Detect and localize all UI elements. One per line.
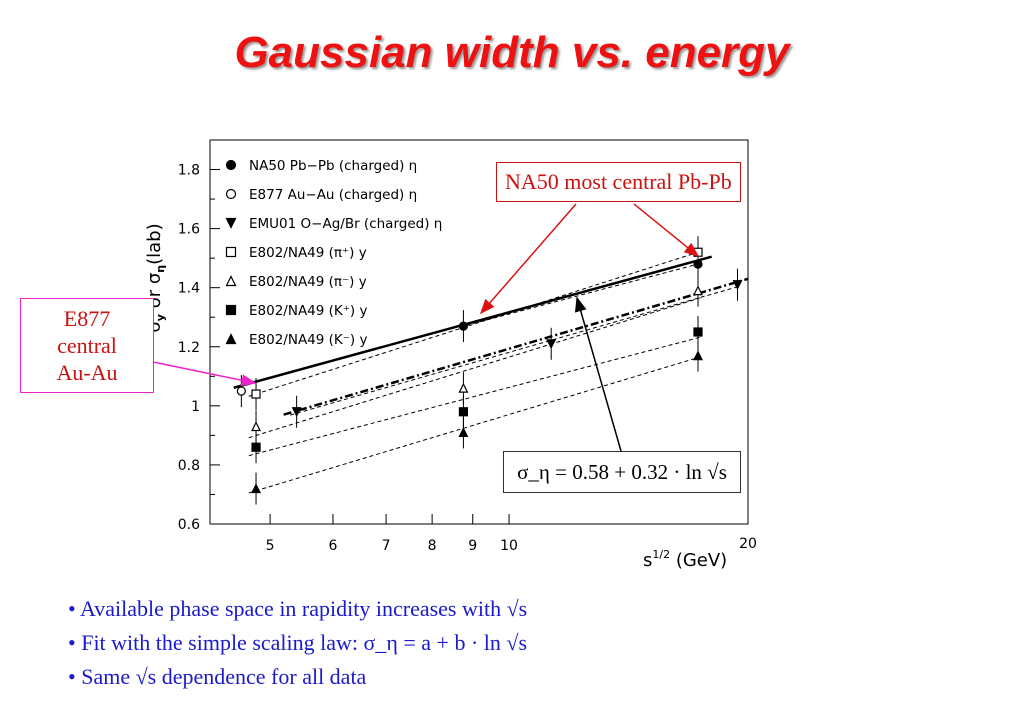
legend-entry: E877 Au−Au (charged) η	[249, 187, 417, 203]
legend-marker	[225, 246, 237, 258]
data-point	[291, 395, 302, 428]
legend-marker	[225, 217, 237, 229]
data-point	[251, 431, 261, 464]
legend: NA50 Pb−Pb (charged) η E877 Au−Au (charge…	[225, 158, 442, 348]
bullet-list: • Available phase space in rapidity incr…	[68, 592, 527, 694]
legend-marker	[225, 333, 237, 345]
e877-callout: E877 central Au-Au	[20, 298, 154, 393]
y-tick-label: 1.4	[178, 281, 200, 297]
x-tick-label: 5	[266, 538, 275, 554]
fit-equation-box: σ_η = 0.58 + 0.32 · ln √s	[503, 451, 741, 493]
legend-entry: NA50 Pb−Pb (charged) η	[249, 158, 417, 174]
x-axis-label: s1/2 (GeV)	[643, 548, 727, 571]
legend-marker	[225, 159, 237, 171]
x-tick-label: 7	[382, 538, 391, 554]
fit-lines	[233, 255, 749, 416]
data-point	[458, 310, 469, 343]
series-trend-line	[248, 336, 701, 457]
x-tick-label: 10	[500, 538, 518, 554]
x-tick-label: 8	[428, 538, 437, 554]
e877-callout-line-3: Au-Au	[56, 360, 118, 385]
data-point	[693, 274, 703, 307]
y-tick-label: 1.2	[178, 340, 200, 356]
series-trend-line	[290, 285, 740, 416]
y-tick-label: 0.6	[178, 517, 200, 533]
y-tick-label: 1.8	[178, 163, 200, 179]
annotation-arrows	[152, 203, 700, 452]
legend-entry: E802/NA49 (K⁻) y	[249, 332, 367, 348]
equation-arrow	[574, 296, 622, 452]
series-lines	[248, 251, 740, 494]
legend-entry: E802/NA49 (π⁻) y	[249, 274, 367, 290]
e877-callout-line-1: E877	[63, 306, 111, 331]
legend-marker	[225, 275, 237, 287]
legend-entry: E802/NA49 (K⁺) y	[249, 303, 367, 319]
bullet-item: • Available phase space in rapidity incr…	[68, 596, 528, 621]
series-trend-line	[248, 297, 701, 439]
na50-arrow-left	[480, 203, 577, 315]
na50-callout: NA50 most central Pb-Pb	[496, 162, 741, 202]
na50-arrow-right	[633, 203, 700, 257]
emu01-fit-line	[283, 277, 749, 416]
data-point	[693, 339, 703, 372]
data-point	[732, 268, 743, 301]
data-point	[546, 327, 557, 360]
e877-callout-line-2: central	[57, 333, 117, 358]
legend-marker	[225, 188, 237, 200]
legend-marker	[225, 304, 237, 316]
y-tick-label: 0.8	[178, 458, 200, 474]
data-point	[458, 416, 469, 449]
fit-equation: σ_η = 0.58 + 0.32 · ln √s	[517, 459, 727, 484]
x-tick-label: 6	[328, 538, 337, 554]
data-point	[251, 472, 262, 505]
bullet-item: • Fit with the simple scaling law: σ_η =…	[68, 630, 528, 655]
plot-frame	[209, 139, 749, 525]
series-trend-line	[248, 356, 701, 494]
x-tick-label: 9	[468, 538, 477, 554]
axis-ticks: 5 6 7 8 9 10 20 0.6 0.8 1 1.2 1.4 1.6 1.8	[178, 139, 757, 554]
y-tick-label: 1	[191, 399, 200, 415]
y-tick-label: 1.6	[178, 222, 200, 238]
e877-arrow	[152, 361, 257, 387]
x-tick-label: 20	[739, 536, 757, 552]
legend-entry: EMU01 O−Ag/Br (charged) η	[249, 216, 442, 232]
slide-title: Gaussian width vs. energy	[234, 28, 790, 77]
series-trend-line	[248, 251, 701, 397]
legend-entry: E802/NA49 (π⁺) y	[249, 245, 367, 261]
bullet-item: • Same √s dependence for all data	[68, 664, 367, 689]
fit-line	[233, 255, 713, 389]
